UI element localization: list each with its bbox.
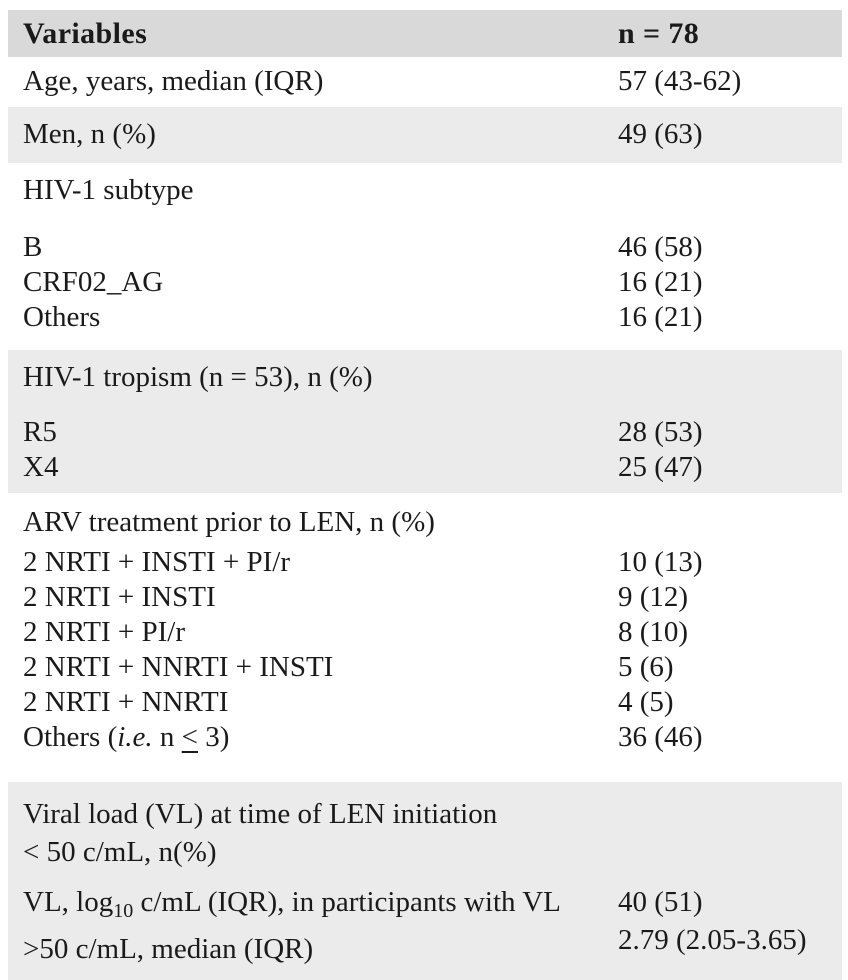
row-subtype-others-label: Others xyxy=(23,301,101,333)
row-viral-load-lt50: Viral load (VL) at time of LEN initiatio… xyxy=(8,795,842,871)
vl-log10-pre: VL, log xyxy=(23,886,114,918)
row-arv-nrti-nnrti: 2 NRTI + NNRTI 4 (5) xyxy=(8,685,842,720)
section-hiv1-tropism: HIV-1 tropism (n = 53), n (%) R5 28 (53)… xyxy=(8,350,842,493)
row-arv-others-value: 36 (46) xyxy=(618,721,703,753)
row-subtype-crf02ag-label: CRF02_AG xyxy=(23,266,164,298)
arv-others-mid: n xyxy=(152,721,182,753)
row-men-value: 49 (63) xyxy=(618,118,703,150)
row-vl-log10-label: VL, log10 c/mL (IQR), in participants wi… xyxy=(8,883,618,968)
row-arv-nrti-pir-value: 8 (10) xyxy=(618,616,689,648)
row-arv-nrti-nnrti-insti-value: 5 (6) xyxy=(618,651,674,683)
viral-load-lt50-line2: < 50 c/mL, n(%) xyxy=(23,836,217,868)
arv-others-le-sign: < xyxy=(181,721,199,753)
vl-log10-line2: >50 c/mL, median (IQR) xyxy=(23,933,314,965)
section-hiv1-subtype: HIV-1 subtype B 46 (58) CRF02_AG 16 (21)… xyxy=(8,163,842,350)
row-hiv1-tropism-group: HIV-1 tropism (n = 53), n (%) xyxy=(8,360,842,395)
section-viral-load: Viral load (VL) at time of LEN initiatio… xyxy=(8,782,842,980)
row-hiv1-subtype-group: HIV-1 subtype xyxy=(8,173,842,208)
row-arv-nrti-insti-pir: 2 NRTI + INSTI + PI/r 10 (13) xyxy=(8,545,842,580)
row-arv-others-label: Others (i.e. n < 3) xyxy=(8,720,618,755)
arv-others-prefix: Others ( xyxy=(23,721,118,753)
row-arv-nrti-insti-value: 9 (12) xyxy=(618,581,689,613)
hiv1-subtype-group-label: HIV-1 subtype xyxy=(23,174,194,206)
row-arv-nrti-nnrti-insti: 2 NRTI + NNRTI + INSTI 5 (6) xyxy=(8,650,842,685)
row-arv-nrti-insti-pir-value: 10 (13) xyxy=(618,546,703,578)
column-header-n: n = 78 xyxy=(618,17,700,50)
row-subtype-b: B 46 (58) xyxy=(8,230,842,265)
row-arv-nrti-nnrti-insti-label: 2 NRTI + NNRTI + INSTI xyxy=(23,651,334,683)
column-header-variables: Variables xyxy=(23,17,148,50)
hiv1-tropism-group-label: HIV-1 tropism (n = 53), n (%) xyxy=(23,361,373,393)
row-vl-log10-value: 40 (51) 2.79 (2.05-3.65) xyxy=(618,883,842,959)
section-arv-treatment: ARV treatment prior to LEN, n (%) 2 NRTI… xyxy=(8,493,842,782)
row-subtype-crf02ag-value: 16 (21) xyxy=(618,266,703,298)
vl-log10-value2: 2.79 (2.05-3.65) xyxy=(618,924,807,956)
row-vl-log10: VL, log10 c/mL (IQR), in participants wi… xyxy=(8,883,842,968)
arv-others-ie-italic: i.e. xyxy=(117,721,153,753)
row-subtype-crf02ag: CRF02_AG 16 (21) xyxy=(8,265,842,300)
row-subtype-others: Others 16 (21) xyxy=(8,300,842,335)
row-arv-nrti-insti-pir-label: 2 NRTI + INSTI + PI/r xyxy=(23,546,290,578)
row-tropism-x4-label: X4 xyxy=(23,451,59,483)
row-arv-nrti-pir: 2 NRTI + PI/r 8 (10) xyxy=(8,615,842,650)
arv-others-suffix: 3) xyxy=(198,721,230,753)
row-tropism-r5-value: 28 (53) xyxy=(618,416,703,448)
row-tropism-x4: X4 25 (47) xyxy=(8,450,842,485)
row-arv-nrti-insti: 2 NRTI + INSTI 9 (12) xyxy=(8,580,842,615)
row-tropism-r5-label: R5 xyxy=(23,416,57,448)
section-men: Men, n (%) 49 (63) xyxy=(8,107,842,163)
row-age-value: 57 (43-62) xyxy=(618,65,742,97)
row-tropism-x4-value: 25 (47) xyxy=(618,451,703,483)
vl-log10-value1: 40 (51) xyxy=(618,886,703,918)
row-age-label: Age, years, median (IQR) xyxy=(23,65,324,97)
section-age: Age, years, median (IQR) 57 (43-62) xyxy=(8,57,842,107)
arv-group-label: ARV treatment prior to LEN, n (%) xyxy=(23,506,435,538)
row-arv-nrti-nnrti-value: 4 (5) xyxy=(618,686,674,718)
vl-log10-subscript: 10 xyxy=(113,900,134,922)
row-arv-nrti-pir-label: 2 NRTI + PI/r xyxy=(23,616,186,648)
viral-load-lt50-line1: Viral load (VL) at time of LEN initiatio… xyxy=(23,798,498,830)
row-men: Men, n (%) 49 (63) xyxy=(8,117,842,152)
row-tropism-r5: R5 28 (53) xyxy=(8,415,842,450)
row-arv-nrti-nnrti-label: 2 NRTI + NNRTI xyxy=(23,686,229,718)
row-arv-nrti-insti-label: 2 NRTI + INSTI xyxy=(23,581,216,613)
vl-log10-post: c/mL (IQR), in participants with VL xyxy=(133,886,561,918)
row-arv-others: Others (i.e. n < 3) 36 (46) xyxy=(8,720,842,755)
row-men-label: Men, n (%) xyxy=(23,118,156,150)
row-subtype-b-value: 46 (58) xyxy=(618,231,703,263)
row-subtype-others-value: 16 (21) xyxy=(618,301,703,333)
row-subtype-b-label: B xyxy=(23,231,43,263)
vl-log10-line1: VL, log10 c/mL (IQR), in participants wi… xyxy=(23,883,618,930)
table-header-row: Variables n = 78 xyxy=(8,10,842,57)
row-arv-group: ARV treatment prior to LEN, n (%) xyxy=(8,505,842,540)
row-age: Age, years, median (IQR) 57 (43-62) xyxy=(8,64,842,99)
row-viral-load-lt50-label: Viral load (VL) at time of LEN initiatio… xyxy=(8,795,618,871)
baseline-characteristics-table: Variables n = 78 Age, years, median (IQR… xyxy=(8,10,842,980)
